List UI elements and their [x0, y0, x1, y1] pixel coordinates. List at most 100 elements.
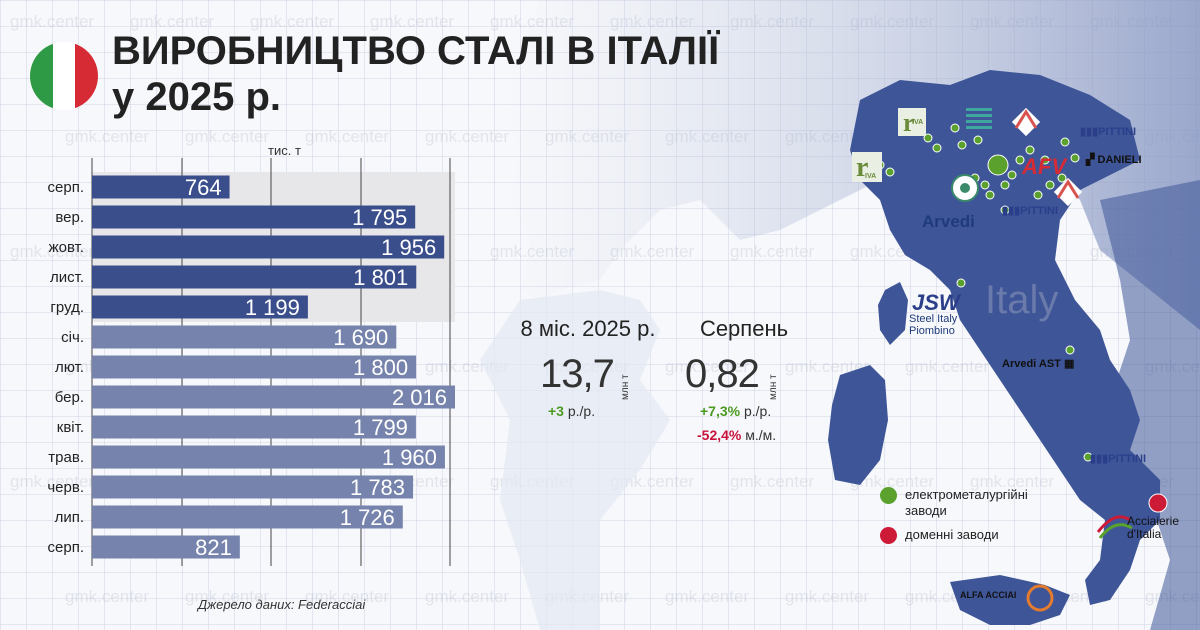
neighbor-land-south: [480, 290, 670, 630]
corsica-land: [878, 282, 908, 345]
bar-7: [92, 385, 455, 409]
value-label-1: 1 795: [352, 205, 407, 230]
kpi-month-mom-value: -52,4%: [697, 427, 742, 443]
arvedi-label: Arvedi: [922, 212, 975, 231]
bar-6: [92, 355, 417, 379]
jsw-name-line2: Piombino: [909, 325, 955, 337]
kpi-period-label: 8 міс. 2025 р.: [520, 316, 656, 341]
alfa-logo: [1026, 584, 1054, 612]
kpi-month-mom-suffix: м./м.: [741, 427, 777, 443]
kpi-period-change-value: +3: [548, 403, 564, 419]
category-label-2: жовт.: [49, 239, 84, 256]
bar-10: [92, 475, 414, 499]
category-label-0: серп.: [48, 179, 84, 196]
legend-blast-label: доменні заводи: [905, 527, 999, 542]
bar-11: [92, 505, 403, 529]
afv-logo: AFV: [1022, 154, 1066, 179]
value-label-9: 1 960: [382, 445, 437, 470]
pittini-label-2: ▮▮▮PITTINI: [1002, 205, 1059, 217]
bar-2: [92, 235, 445, 259]
riva-logo-north: r: [898, 108, 926, 137]
kpi-period-change-suffix: р./р.: [563, 403, 596, 419]
category-label-6: лют.: [55, 359, 84, 376]
bar-5: [92, 325, 397, 349]
diamond-logo-2: [1053, 177, 1083, 207]
bar-12: [92, 535, 240, 559]
legend-electric: електрометалургійні заводи: [880, 487, 1040, 519]
kpi-period-value: 13,7: [540, 352, 615, 396]
pittini-label-1: ▮▮▮PITTINI: [1080, 126, 1137, 138]
stripes-logo: [966, 108, 992, 129]
kpi-month-change-mom: -52,4% м./м.: [697, 427, 776, 443]
title-line-2: у 2025 р.: [112, 75, 282, 119]
pittini-name-1: PITTINI: [1098, 126, 1137, 138]
bar-1: [92, 205, 416, 229]
category-label-5: січ.: [61, 329, 84, 346]
bar-4: [92, 295, 308, 319]
value-label-0: 764: [185, 175, 222, 200]
pittini-name-2: PITTINI: [1020, 205, 1059, 217]
category-label-12: серп.: [48, 539, 84, 556]
value-label-10: 1 783: [350, 475, 405, 500]
value-label-2: 1 956: [381, 235, 436, 260]
jsw-name-line1: Steel Italy: [909, 313, 958, 325]
title-line-1: ВИРОБНИЦТВО СТАЛІ В ІТАЛІЇ: [112, 29, 720, 73]
category-label-10: черв.: [47, 479, 84, 496]
kpi-month-yoy-value: +7,3%: [700, 403, 741, 419]
bar-8: [92, 415, 416, 439]
acciaierie-line1: Acciaierie: [1127, 514, 1180, 528]
map-legend: електрометалургійні заводи доменні завод…: [880, 487, 1040, 552]
page-title: ВИРОБНИЦТВО СТАЛІ В ІТАЛІЇ у 2025 р.: [112, 28, 752, 120]
italy-land: [850, 70, 1160, 605]
arvedi-emblem: [951, 174, 979, 202]
value-label-4: 1 199: [245, 295, 300, 320]
category-label-11: лип.: [55, 509, 84, 526]
kpi-month-value: 0,82: [685, 352, 760, 396]
riva-label-west: IVA: [865, 173, 877, 180]
riva-label-north: IVA: [912, 119, 924, 126]
jsw-name: Steel Italy Piombino: [909, 313, 957, 337]
pittini-name-3: PITTINI: [1108, 453, 1147, 465]
value-label-7: 2 016: [392, 385, 447, 410]
bar-0: [92, 175, 230, 199]
kpi-month-change-yoy: +7,3% р./р.: [700, 403, 771, 419]
source-note: Джерело даних: Federacciai: [198, 597, 366, 612]
diamond-logo-1: [1011, 107, 1041, 137]
electric-plant-dots: [875, 123, 1093, 462]
acciaierie-label: Acciaierie d'Italia: [1127, 515, 1179, 541]
category-label-8: квіт.: [57, 419, 84, 436]
pittini-label-3: ▮▮▮PITTINI: [1090, 453, 1147, 465]
jsw-logo: JSW: [912, 290, 960, 315]
danieli-name: DANIELI: [1097, 154, 1142, 166]
category-label-3: лист.: [50, 269, 84, 286]
category-label-9: трав.: [48, 449, 84, 466]
svg-text:r: r: [856, 152, 868, 183]
unit-label: тис. т: [268, 143, 301, 158]
blast-plant-dots: [1148, 493, 1168, 513]
kpi-month-yoy-suffix: р./р.: [740, 403, 772, 419]
category-label-1: вер.: [55, 209, 84, 226]
italy-country-label: Italy: [985, 278, 1059, 322]
arvedi-ast-label: Arvedi AST ▦: [1002, 358, 1075, 370]
legend-blast: доменні заводи: [880, 527, 1040, 544]
value-label-3: 1 801: [353, 265, 408, 290]
svg-text:r: r: [903, 108, 915, 137]
danieli-label: ▞ DANIELI: [1086, 154, 1142, 166]
sardinia-land: [828, 365, 888, 485]
value-label-8: 1 799: [353, 415, 408, 440]
category-label-4: груд.: [50, 299, 84, 316]
value-label-6: 1 800: [353, 355, 408, 380]
kpi-month-label: Серпень: [699, 316, 789, 341]
alfa-acciai-label: ALFA ACCIAI: [960, 590, 1017, 600]
legend-electric-label: електрометалургійні заводи: [905, 487, 1028, 518]
bar-9: [92, 445, 445, 469]
riva-logo-west: r: [852, 152, 882, 183]
value-label-11: 1 726: [340, 505, 395, 530]
arvedi-ast-name: Arvedi AST: [1002, 358, 1061, 370]
acciaierie-logo: [1096, 515, 1133, 539]
kpi-period: 8 міс. 2025 р.: [508, 316, 668, 342]
category-label-7: бер.: [55, 389, 84, 406]
value-label-12: 821: [195, 535, 232, 560]
